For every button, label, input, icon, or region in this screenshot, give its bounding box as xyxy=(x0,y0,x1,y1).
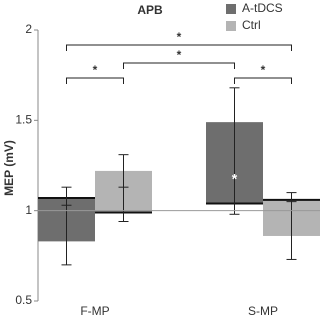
significance-star: * xyxy=(177,30,182,44)
legend-swatch xyxy=(226,4,236,14)
legend-label: A-tDCS xyxy=(242,1,283,15)
x-tick-label: F-MP xyxy=(80,304,109,318)
significance-star: * xyxy=(177,48,182,62)
y-tick-label: 1.5 xyxy=(15,113,32,127)
chart-title: APB xyxy=(137,3,163,17)
y-tick-label: 1 xyxy=(25,203,32,217)
significance-star: * xyxy=(261,63,266,77)
significance-bracket xyxy=(66,77,124,84)
y-axis-label: MEP (mV) xyxy=(2,140,16,196)
significance-bracket xyxy=(123,62,235,69)
legend-swatch xyxy=(226,21,236,31)
legend-label: Ctrl xyxy=(242,18,261,32)
significance-star: * xyxy=(93,63,98,77)
y-tick-label: 2 xyxy=(25,22,32,36)
significance-bracket xyxy=(234,77,292,84)
significance-star: * xyxy=(232,171,238,187)
y-tick-label: 0.5 xyxy=(15,293,32,307)
significance-bracket xyxy=(66,44,292,51)
x-tick-label: S-MP xyxy=(248,304,278,318)
